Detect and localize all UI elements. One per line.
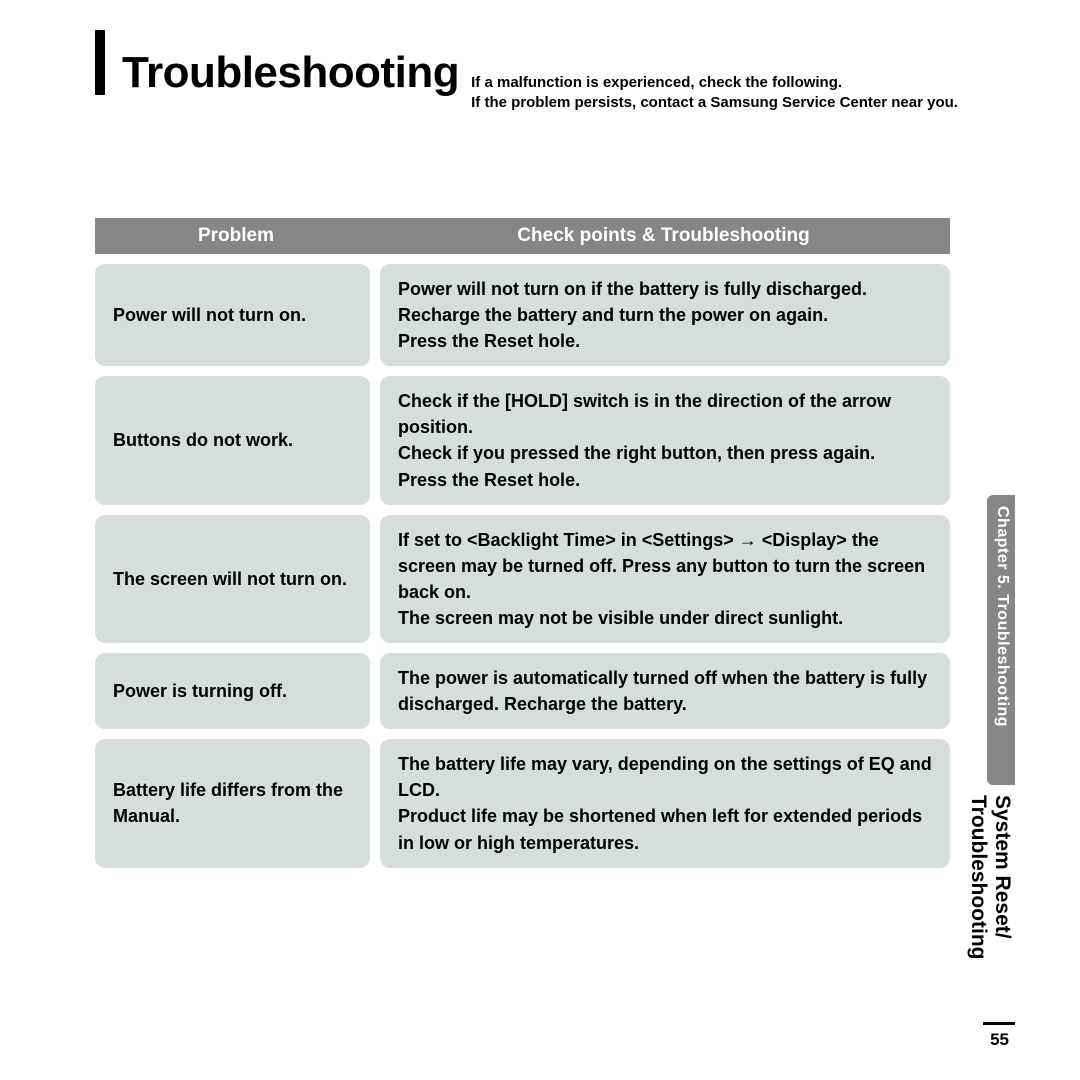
- page-title: Troubleshooting: [122, 48, 459, 98]
- problem-cell: Buttons do not work.: [95, 376, 370, 504]
- solution-line: Check if the [HOLD] switch is in the dir…: [398, 388, 932, 440]
- problem-text: Power will not turn on.: [113, 302, 352, 328]
- table-row: Buttons do not work. Check if the [HOLD]…: [95, 376, 950, 504]
- column-divider: [373, 264, 375, 366]
- table-header-row: Problem Check points & Troubleshooting: [95, 218, 950, 254]
- problem-text: The screen will not turn on.: [113, 566, 352, 592]
- column-divider: [373, 376, 375, 504]
- intro-line-1: If a malfunction is experienced, check t…: [471, 73, 958, 93]
- solution-line: Press the Reset hole.: [398, 328, 932, 354]
- table-row: The screen will not turn on. If set to <…: [95, 515, 950, 643]
- intro-line-2: If the problem persists, contact a Samsu…: [471, 93, 958, 113]
- solution-cell: The power is automatically turned off wh…: [380, 653, 950, 729]
- troubleshooting-table: Problem Check points & Troubleshooting P…: [95, 218, 950, 868]
- solution-line: Recharge the battery and turn the power …: [398, 302, 932, 328]
- solution-cell: Check if the [HOLD] switch is in the dir…: [380, 376, 950, 504]
- side-section-line-2: Troubleshooting: [967, 795, 990, 959]
- table-row: Power is turning off. The power is autom…: [95, 653, 950, 729]
- title-accent-bar: [95, 30, 105, 95]
- table-row: Power will not turn on. Power will not t…: [95, 264, 950, 366]
- title-row: Troubleshooting If a malfunction is expe…: [122, 48, 958, 112]
- column-divider: [373, 515, 375, 643]
- table-header-problem: Problem: [95, 218, 377, 254]
- intro-block: If a malfunction is experienced, check t…: [471, 73, 958, 112]
- solution-line: The battery life may vary, depending on …: [398, 751, 932, 803]
- solution-line: The power is automatically turned off wh…: [398, 665, 932, 717]
- problem-text: Battery life differs from the Manual.: [113, 777, 352, 829]
- side-section-label: System Reset/ Troubleshooting: [966, 795, 1014, 959]
- solution-line: Check if you pressed the right button, t…: [398, 440, 932, 466]
- solution-line: Press the Reset hole.: [398, 467, 932, 493]
- solution-line: If set to <Backlight Time> in <Settings>…: [398, 527, 932, 605]
- column-divider: [373, 653, 375, 729]
- problem-text: Power is turning off.: [113, 678, 352, 704]
- side-tab-chapter: Chapter 5. Troubleshooting: [991, 506, 1011, 727]
- solution-line: Power will not turn on if the battery is…: [398, 276, 932, 302]
- problem-text: Buttons do not work.: [113, 427, 352, 453]
- solution-cell: The battery life may vary, depending on …: [380, 739, 950, 867]
- table-row: Battery life differs from the Manual. Th…: [95, 739, 950, 867]
- solution-cell: Power will not turn on if the battery is…: [380, 264, 950, 366]
- problem-cell: The screen will not turn on.: [95, 515, 370, 643]
- page-number-bar: [983, 1022, 1015, 1025]
- problem-cell: Power will not turn on.: [95, 264, 370, 366]
- solution-line: The screen may not be visible under dire…: [398, 605, 932, 631]
- column-divider: [373, 739, 375, 867]
- page: Troubleshooting If a malfunction is expe…: [0, 0, 1080, 1080]
- side-section-line-1: System Reset/: [991, 795, 1014, 939]
- page-number: 55: [990, 1030, 1009, 1050]
- solution-line: Product life may be shortened when left …: [398, 803, 932, 855]
- problem-cell: Battery life differs from the Manual.: [95, 739, 370, 867]
- solution-cell: If set to <Backlight Time> in <Settings>…: [380, 515, 950, 643]
- problem-cell: Power is turning off.: [95, 653, 370, 729]
- table-header-checkpoints: Check points & Troubleshooting: [377, 218, 950, 254]
